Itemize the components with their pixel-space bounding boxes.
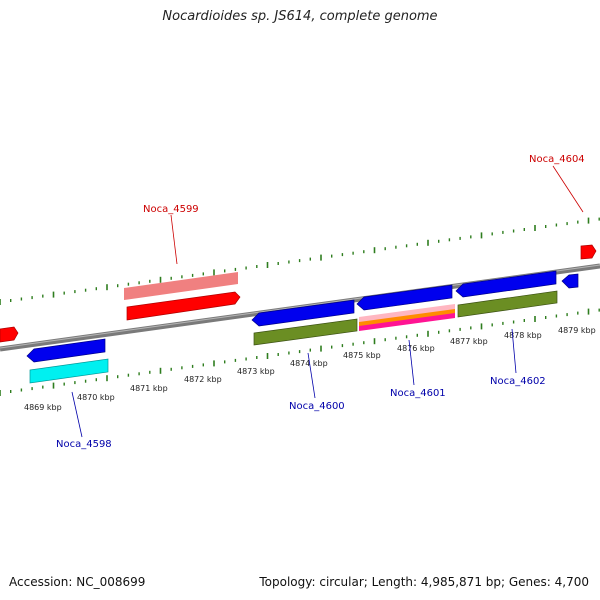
scale-label: 4879 kbp — [558, 326, 596, 335]
gene-noca-4600 — [251, 299, 355, 327]
scale-label: 4878 kbp — [504, 331, 542, 340]
gene-noca-4598-cyan — [29, 358, 109, 384]
leader-noca-4600 — [307, 352, 316, 399]
scale-label: 4872 kbp — [184, 375, 222, 384]
scale-label: 4874 kbp — [290, 359, 328, 368]
lower-tick-track — [0, 308, 600, 396]
gene-forward-left-edge — [0, 326, 19, 343]
leader-noca-4602 — [511, 328, 517, 374]
leader-noca-4601 — [408, 339, 415, 386]
scale-label: 4875 kbp — [343, 351, 381, 360]
gene-noca-4599 — [126, 291, 241, 321]
scale-label: 4870 kbp — [77, 393, 115, 402]
upper-tick-track — [0, 217, 600, 305]
gene-noca-4602-olive — [457, 290, 558, 318]
leader-noca-4598 — [71, 391, 83, 438]
label-noca-4604[interactable]: Noca_4604 — [529, 154, 585, 165]
gene-reverse-right-edge — [561, 273, 579, 289]
scale-label: 4871 kbp — [130, 384, 168, 393]
leader-noca-4599 — [170, 214, 178, 265]
gene-noca-4601-magenta — [359, 313, 455, 331]
label-noca-4602[interactable]: Noca_4602 — [490, 376, 546, 387]
scale-label: 4869 kbp — [24, 403, 62, 412]
accession-text: Accession: NC_008699 — [9, 575, 146, 589]
gene-noca-4601-orange — [359, 309, 455, 327]
leader-noca-4604 — [552, 165, 584, 213]
gene-noca-4604 — [580, 244, 597, 260]
scale-label: 4873 kbp — [237, 367, 275, 376]
scale-label: 4877 kbp — [450, 337, 488, 346]
label-noca-4601[interactable]: Noca_4601 — [390, 388, 446, 399]
label-noca-4600[interactable]: Noca_4600 — [289, 401, 345, 412]
genome-summary-text: Topology: circular; Length: 4,985,871 bp… — [259, 575, 589, 589]
gene-noca-4602 — [455, 270, 557, 298]
gene-noca-4599-light — [124, 272, 238, 300]
label-noca-4599[interactable]: Noca_4599 — [143, 204, 199, 215]
gene-noca-4601 — [356, 284, 453, 311]
label-noca-4598[interactable]: Noca_4598 — [56, 439, 112, 450]
gene-noca-4600-olive — [253, 318, 358, 346]
scale-label: 4876 kbp — [397, 344, 435, 353]
gene-noca-4598 — [26, 338, 106, 363]
map-title: Nocardioides sp. JS614, complete genome — [162, 9, 438, 24]
